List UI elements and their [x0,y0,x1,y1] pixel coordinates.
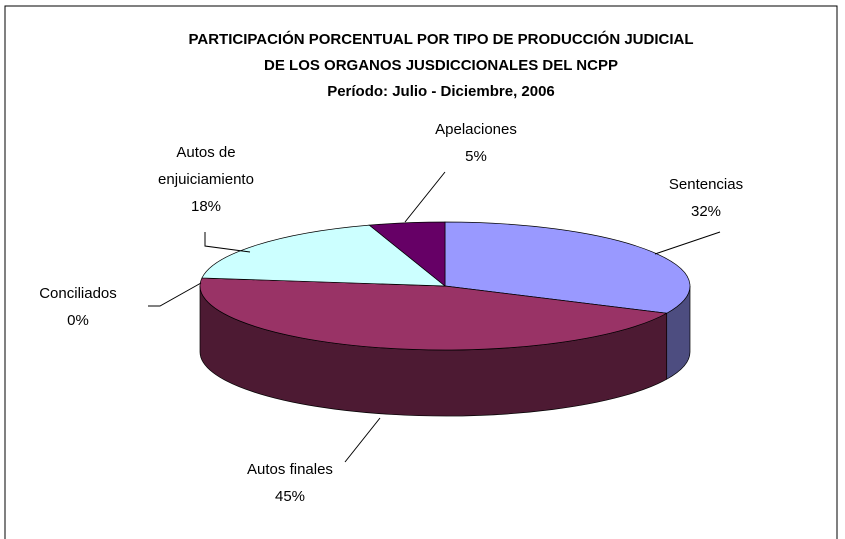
category-label: Conciliados [39,285,117,302]
value-label: 5% [465,148,487,165]
category-label-line: enjuiciamiento [158,171,254,188]
category-label: Sentencias [669,176,743,193]
pie-slice [444,221,691,314]
leader-line [404,171,446,223]
value-label: 18% [191,198,221,215]
value-label: 45% [275,488,305,505]
chart-title: PARTICIPACIÓN PORCENTUAL POR TIPO DE PRO… [188,30,693,48]
pie-slice [199,277,668,351]
category-label: Apelaciones [435,121,517,138]
leader-line [204,232,251,253]
category-label: Autos finales [247,461,333,478]
chart-subtitle: Período: Julio - Diciembre, 2006 [327,83,555,100]
value-label: 32% [691,203,721,220]
pie-slice [201,224,447,287]
value-label: 0% [67,312,89,329]
pie-slice [368,221,446,287]
frame [4,5,838,539]
leader-line [148,282,202,307]
leader-line [344,417,381,463]
leader-line [654,231,721,255]
category-label: Autos de enjuiciamiento [158,144,254,188]
category-label-line: Autos de [176,144,235,161]
chart-title: DE LOS ORGANOS JUSDICCIONALES DEL NCPP [264,57,618,74]
